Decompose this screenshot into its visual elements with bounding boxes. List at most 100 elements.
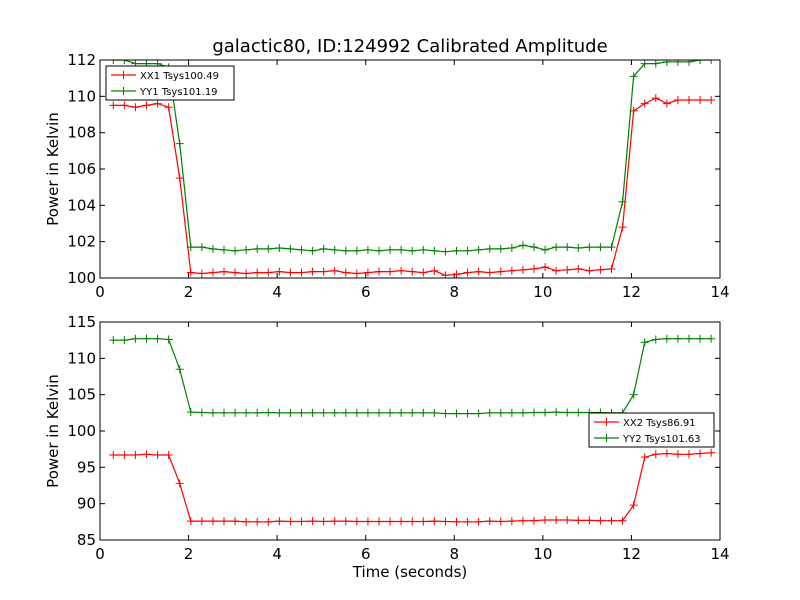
data-point (197, 408, 206, 417)
data-point (231, 517, 240, 526)
data-point (352, 269, 361, 278)
data-point (164, 450, 173, 459)
data-point (242, 269, 251, 278)
legend-label: XX2 Tsys86.91 (623, 418, 696, 429)
data-point (563, 265, 572, 274)
y-tick-label: 112 (67, 51, 96, 69)
data-point (109, 336, 118, 345)
data-point (518, 241, 527, 250)
data-point (452, 517, 461, 526)
data-point (662, 60, 671, 66)
x-tick-label: 6 (361, 283, 371, 301)
data-point (430, 266, 439, 275)
chart-title: galactic80, ID:124992 Calibrated Amplitu… (212, 36, 607, 57)
y-tick-label: 100 (67, 269, 96, 287)
data-point (629, 390, 638, 399)
data-point (197, 517, 206, 526)
data-point (352, 517, 361, 526)
data-point (341, 246, 350, 255)
data-point (153, 334, 162, 343)
data-point (330, 408, 339, 417)
data-point (186, 517, 195, 526)
plot-frame (99, 321, 721, 541)
x-tick-label: 0 (95, 283, 105, 301)
data-point (308, 517, 317, 526)
data-point (640, 453, 649, 462)
legend: XX1 Tsys100.49 YY1 Tsys101.19 (105, 65, 235, 101)
data-point (264, 244, 273, 253)
data-point (164, 335, 173, 344)
legend-marker (119, 71, 128, 79)
data-point (197, 269, 206, 278)
data-point (707, 448, 716, 457)
data-point (231, 408, 240, 417)
data-point (341, 408, 350, 417)
data-point (242, 408, 251, 417)
data-point (574, 516, 583, 525)
data-point (618, 516, 627, 525)
data-point (629, 72, 638, 81)
data-point (275, 244, 284, 253)
data-point (629, 501, 638, 510)
data-point (596, 265, 605, 274)
data-point (563, 408, 572, 417)
data-point (485, 244, 494, 253)
data-point (530, 264, 538, 273)
data-point (397, 245, 406, 254)
y-tick-label: 85 (77, 531, 96, 549)
bottom-plot: 0 2 4 6 8 10 12 14 85 90 95 100 105 110 115 Power in Ke… (44, 313, 730, 563)
x-tick-label: 12 (622, 545, 641, 563)
data-point (662, 334, 671, 343)
data-point (596, 516, 605, 525)
data-point (518, 516, 527, 525)
data-point (696, 60, 705, 64)
data-point (662, 449, 671, 458)
data-point (197, 243, 206, 252)
data-point (485, 408, 494, 417)
data-point (452, 246, 461, 255)
data-point (574, 264, 583, 273)
data-point (275, 408, 284, 417)
data-point (673, 95, 682, 104)
data-point (673, 334, 682, 343)
data-point (607, 264, 616, 273)
data-point (607, 243, 616, 252)
y-tick-label: 110 (67, 349, 96, 367)
data-point (120, 101, 129, 110)
data-point (386, 245, 395, 254)
data-point (297, 517, 306, 526)
legend-marker (119, 87, 128, 95)
plot-frame (99, 59, 721, 279)
y-tick-label: 105 (67, 386, 96, 404)
data-point (496, 408, 505, 417)
data-point (153, 99, 162, 108)
data-point (707, 334, 716, 343)
x-tick-label: 4 (272, 545, 282, 563)
x-tick-label: 0 (95, 545, 105, 563)
data-point (208, 244, 217, 253)
data-point (386, 267, 395, 276)
data-point (618, 223, 627, 232)
data-point (585, 516, 594, 525)
data-point (109, 450, 118, 459)
data-point (363, 245, 372, 254)
data-point (375, 408, 383, 417)
data-point (220, 267, 228, 276)
x-tick-label: 10 (533, 283, 552, 301)
data-point (696, 449, 705, 458)
data-point (286, 244, 295, 253)
data-point (208, 268, 217, 277)
data-point (375, 267, 383, 276)
data-point (541, 263, 550, 272)
top-plot: 0 2 4 6 8 10 12 14 100 102 104 106 108 110 112 Power in… (44, 51, 730, 301)
data-point (220, 517, 228, 526)
x-tick-label: 8 (450, 283, 460, 301)
data-point (220, 408, 228, 417)
data-point (275, 267, 284, 276)
data-point (463, 517, 472, 526)
x-axis-label: Time (seconds) (352, 563, 468, 581)
y-tick-label: 102 (67, 233, 96, 251)
x-tick-label: 2 (184, 283, 194, 301)
y-tick-label: 110 (67, 87, 96, 105)
data-point (264, 268, 273, 277)
